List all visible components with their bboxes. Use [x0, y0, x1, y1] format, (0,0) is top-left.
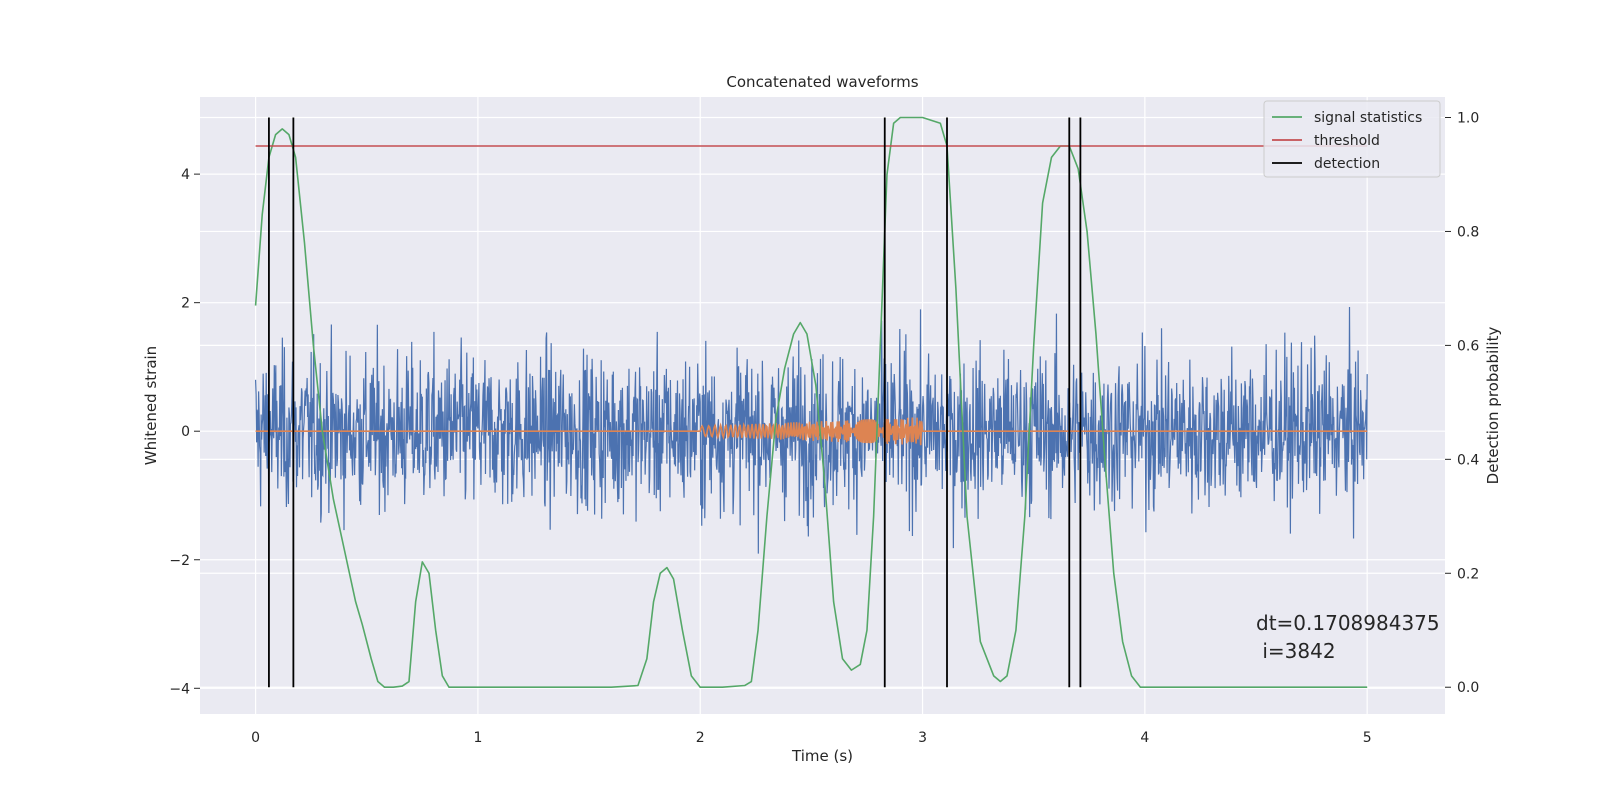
- injected-waveform-series: [255, 417, 1368, 446]
- legend-box: [1263, 100, 1441, 178]
- y-tick-label: 0: [181, 424, 190, 440]
- annotation-dt: dt=0.1708984375: [1256, 611, 1440, 635]
- y-axis-right-label: Detection probability: [1484, 327, 1502, 485]
- y-tick-label: 4: [181, 167, 190, 183]
- y-right-tick-label: 1.0: [1457, 111, 1479, 127]
- y-tick-label: −4: [169, 681, 190, 697]
- y-right-tick-label: 0.8: [1457, 224, 1479, 240]
- y-right-tick-label: 0.6: [1457, 338, 1479, 354]
- legend-label-threshold: threshold: [1314, 133, 1380, 149]
- y-axis-label: Whitened strain: [142, 346, 160, 465]
- x-tick-label: 2: [696, 730, 705, 746]
- y-right-tick-label: 0.4: [1457, 452, 1479, 468]
- y-right-tick-label: 0.0: [1457, 680, 1479, 696]
- x-tick-label: 1: [473, 730, 482, 746]
- x-tick-label: 4: [1140, 730, 1149, 746]
- x-tick-label: 3: [918, 730, 927, 746]
- signal-statistics-series: [254, 116, 1368, 689]
- annotation-index: i=3842: [1256, 639, 1336, 663]
- y-tick-label: 2: [181, 296, 190, 312]
- legend: signal statistics threshold detection: [1263, 100, 1441, 178]
- chart-title: Concatenated waveforms: [726, 73, 918, 91]
- x-tick-label: 5: [1363, 730, 1372, 746]
- signal-statistics-line: [254, 116, 1368, 689]
- legend-label-detection: detection: [1314, 156, 1380, 172]
- y-right-tick-label: 0.2: [1457, 566, 1479, 582]
- x-tick-label: 0: [251, 730, 260, 746]
- strain-series: [254, 306, 1368, 554]
- strain-line: [254, 306, 1368, 554]
- y-tick-label: −2: [169, 553, 190, 569]
- x-axis-label: Time (s): [791, 747, 853, 765]
- detection-series: [268, 117, 1082, 688]
- axis-ticks: 0 1 2 3 4 5 −4 −2 0 2 4 0.0 0.2 0.4 0.6 0.8 1.0: [169, 111, 1479, 746]
- injected-waveform-line: [255, 417, 1368, 446]
- legend-label-signal-statistics: signal statistics: [1314, 110, 1422, 126]
